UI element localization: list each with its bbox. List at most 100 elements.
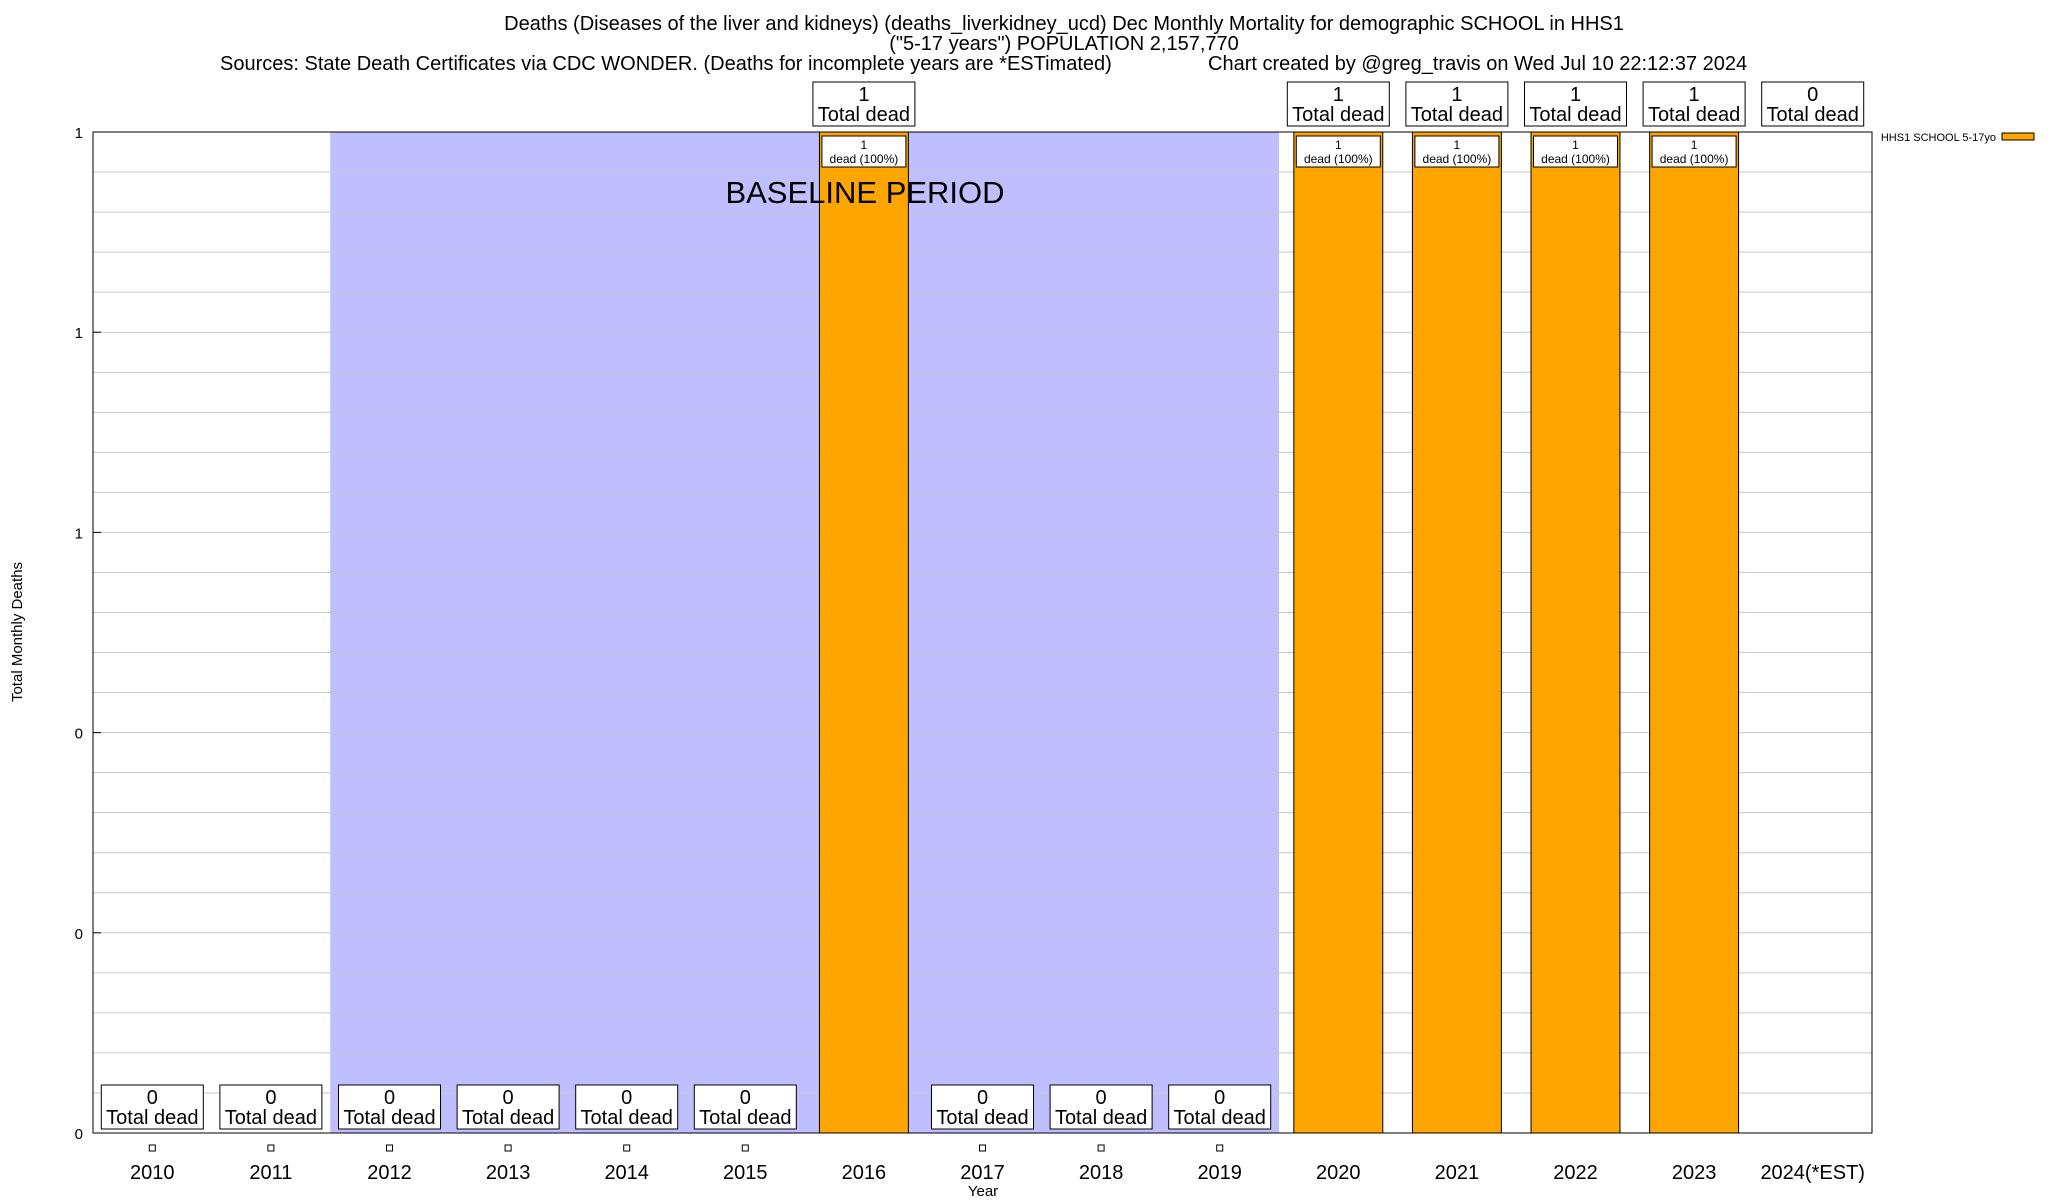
zero-marker — [148, 1144, 156, 1152]
total-dead-value: 0 — [1214, 1087, 1225, 1109]
bar-inner-label: dead (100%) — [830, 152, 899, 166]
bar-inner-label-box — [1295, 135, 1381, 168]
y-axis-title: Total Monthly Deaths — [9, 562, 26, 702]
bar-inner-label: dead (100%) — [1660, 152, 1729, 166]
total-dead-label: Total dead — [581, 1107, 673, 1129]
x-tick-label: 2020 — [1316, 1162, 1361, 1184]
total-dead-label: Total dead — [1292, 104, 1384, 126]
total-dead-box — [575, 1084, 679, 1130]
chart-sources-line: Sources: State Death Certificates via CD… — [220, 53, 1112, 75]
zero-marker — [741, 1144, 749, 1152]
total-dead-box — [1761, 81, 1865, 127]
total-dead-label: Total dead — [1055, 1107, 1147, 1129]
total-dead-label: Total dead — [1411, 104, 1503, 126]
bar-2020 — [1293, 131, 1384, 1134]
bar-inner-label-box — [1651, 135, 1737, 168]
x-tick-label: 2021 — [1435, 1162, 1480, 1184]
total-dead-value: 1 — [1570, 84, 1581, 106]
x-tick-label: 2016 — [842, 1162, 887, 1184]
total-dead-box — [338, 1084, 441, 1130]
total-dead-value: 0 — [621, 1087, 632, 1109]
y-tick-label: 1 — [75, 125, 83, 142]
bar-inner-label-box — [821, 135, 907, 168]
legend-label: HHS1 SCHOOL 5-17yo — [1881, 132, 1996, 144]
total-dead-label: Total dead — [1529, 104, 1621, 126]
legend-swatch — [2001, 132, 2035, 141]
x-tick-label: 2014 — [604, 1162, 649, 1184]
total-dead-box — [1049, 1084, 1153, 1130]
total-dead-value: 0 — [1096, 1087, 1107, 1109]
total-dead-box — [1286, 81, 1390, 127]
zero-marker — [1216, 1144, 1224, 1152]
zero-marker — [267, 1144, 275, 1152]
bar-inner-value: 1 — [1454, 138, 1461, 152]
total-dead-box — [456, 1084, 560, 1130]
zero-marker — [979, 1144, 986, 1152]
y-tick-label: 0 — [75, 1126, 83, 1143]
bar-inner-value: 1 — [861, 138, 868, 152]
x-tick-label: 2018 — [1079, 1162, 1124, 1184]
bar-2023 — [1649, 131, 1740, 1134]
zero-marker — [504, 1144, 512, 1152]
x-axis-title: Year — [968, 1183, 998, 1200]
x-tick-label: 2022 — [1553, 1162, 1598, 1184]
zero-marker — [386, 1144, 393, 1152]
bar-inner-value: 1 — [1572, 138, 1579, 152]
x-tick-label: 2013 — [486, 1162, 531, 1184]
chart-credit-line: Chart created by @greg_travis on Wed Jul… — [1208, 53, 1748, 75]
y-tick-label: 1 — [75, 325, 83, 342]
x-tick-label: 2015 — [723, 1162, 768, 1184]
total-dead-label: Total dead — [1648, 104, 1740, 126]
baseline-period-shading — [330, 132, 1279, 1133]
bar-2022 — [1530, 131, 1621, 1134]
total-dead-label: Total dead — [1174, 1107, 1266, 1129]
total-dead-value: 1 — [858, 84, 869, 106]
total-dead-value: 0 — [265, 1087, 276, 1109]
x-tick-label: 2023 — [1672, 1162, 1717, 1184]
total-dead-label: Total dead — [106, 1107, 198, 1129]
y-tick-label: 0 — [75, 926, 83, 943]
bar-2016 — [818, 131, 909, 1134]
total-dead-label: Total dead — [818, 104, 910, 126]
total-dead-box — [1168, 1084, 1272, 1130]
plot-frame — [92, 131, 1873, 1134]
total-dead-box — [219, 1084, 323, 1130]
baseline-period-label: BASELINE PERIOD — [725, 175, 1004, 210]
bar-inner-label: dead (100%) — [1423, 152, 1492, 166]
y-tick-label: 1 — [75, 525, 83, 542]
total-dead-label: Total dead — [343, 1107, 435, 1129]
total-dead-value: 1 — [1333, 84, 1344, 106]
x-tick-label: 2012 — [367, 1162, 412, 1184]
total-dead-box — [100, 1084, 204, 1130]
total-dead-label: Total dead — [462, 1107, 554, 1129]
total-dead-value: 0 — [977, 1087, 988, 1109]
total-dead-box — [931, 1084, 1034, 1130]
total-dead-box — [1524, 81, 1627, 127]
zero-marker — [623, 1144, 631, 1152]
total-dead-value: 1 — [1689, 84, 1700, 106]
zero-marker — [1097, 1144, 1105, 1152]
y-tick-label: 0 — [75, 726, 83, 743]
total-dead-box — [1405, 81, 1509, 127]
total-dead-value: 0 — [384, 1087, 395, 1109]
total-dead-label: Total dead — [699, 1107, 791, 1129]
total-dead-value: 0 — [503, 1087, 514, 1109]
total-dead-label: Total dead — [225, 1107, 317, 1129]
total-dead-box — [1642, 81, 1746, 127]
x-tick-label: 2019 — [1197, 1162, 1242, 1184]
bar-2021 — [1411, 131, 1502, 1134]
total-dead-value: 0 — [1807, 84, 1818, 106]
total-dead-value: 0 — [740, 1087, 751, 1109]
bar-inner-label: dead (100%) — [1541, 152, 1610, 166]
x-tick-label: 2024(*EST) — [1760, 1162, 1865, 1184]
chart-title-line-1: Deaths (Diseases of the liver and kidney… — [504, 13, 1624, 35]
x-tick-label: 2017 — [960, 1162, 1005, 1184]
bar-inner-label-box — [1533, 135, 1618, 168]
bar-inner-label: dead (100%) — [1304, 152, 1373, 166]
x-tick-label: 2010 — [130, 1162, 175, 1184]
chart-title-line-2: ("5-17 years") POPULATION 2,157,770 — [889, 33, 1239, 55]
total-dead-value: 0 — [147, 1087, 158, 1109]
total-dead-value: 1 — [1451, 84, 1462, 106]
total-dead-box — [693, 1084, 797, 1130]
